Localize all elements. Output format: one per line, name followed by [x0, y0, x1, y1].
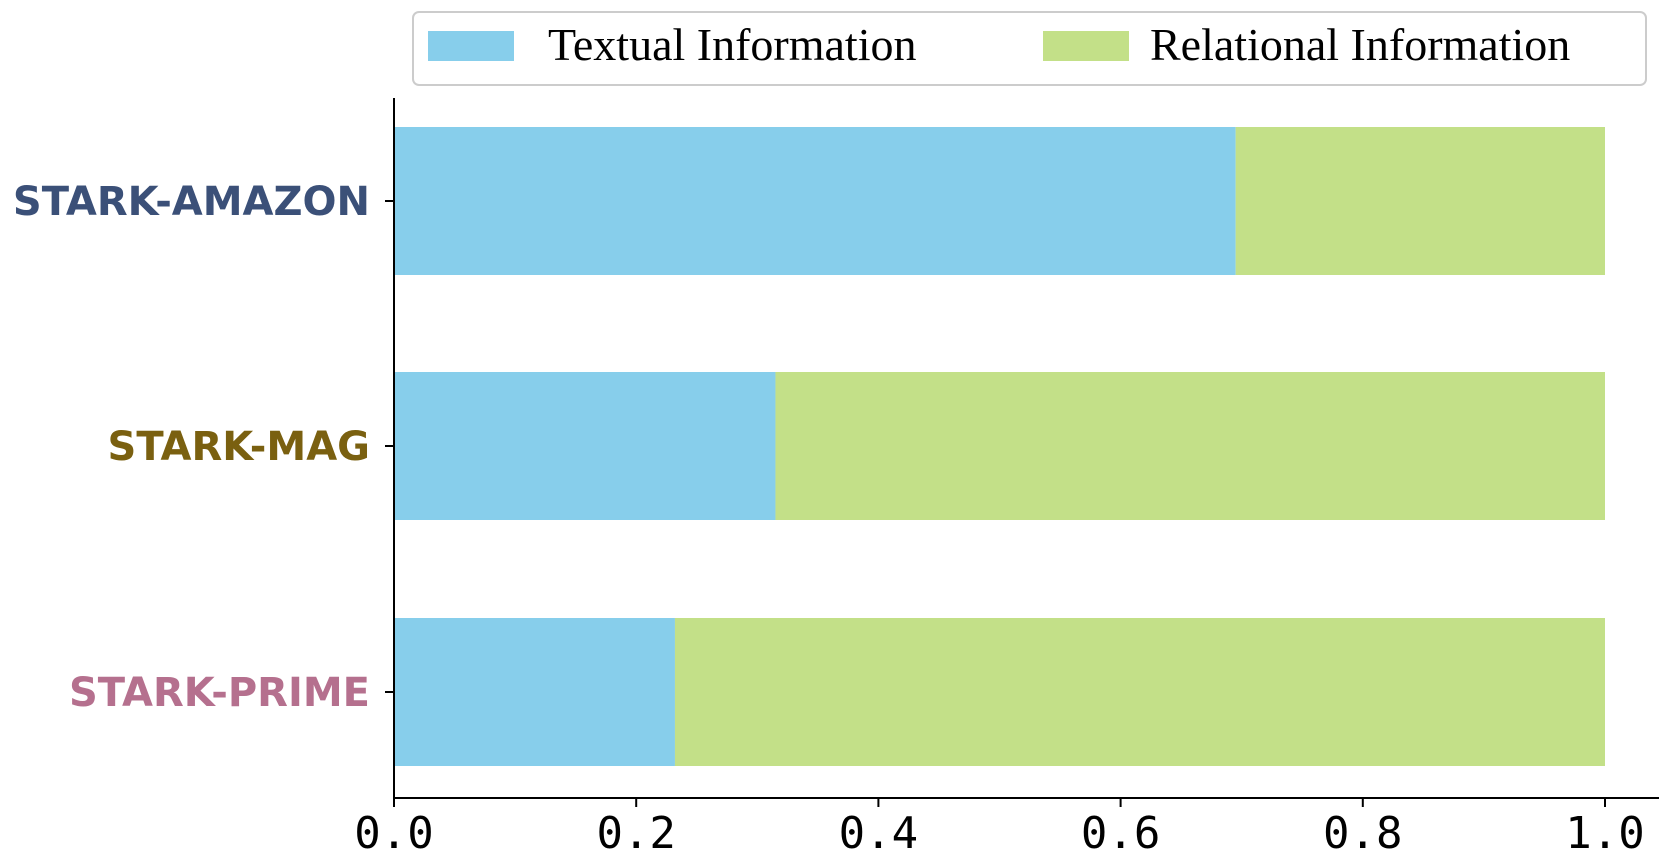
x-tick-label: 0.4: [839, 808, 918, 859]
category-label: STARK-AMAZON: [13, 179, 370, 225]
category-label: STARK-PRIME: [69, 670, 370, 716]
legend-frame: [412, 11, 1647, 86]
x-tick-label: 0.2: [596, 808, 675, 859]
bar-relational-1: [1235, 127, 1605, 275]
x-tick-label: 0.8: [1323, 808, 1402, 859]
bar-textual-1: [394, 127, 1236, 275]
legend: Textual Information Relational Informatio…: [412, 11, 1647, 86]
legend-swatch-relational: [1043, 31, 1129, 61]
legend-label-relational: Relational Information: [1150, 19, 1570, 70]
bars: [394, 127, 1605, 766]
axes: 0.0 0.2 0.4 0.6 0.8 1.0 STARK-AMAZON STARK-MAG S…: [13, 98, 1659, 859]
x-tick-label: 0.0: [354, 808, 433, 859]
legend-label-textual: Textual Information: [548, 19, 917, 70]
legend-swatch-textual: [428, 31, 514, 61]
x-tick-label: 0.6: [1081, 808, 1160, 859]
x-tick-label: 1.0: [1565, 808, 1644, 859]
bar-relational-2: [775, 372, 1605, 520]
category-label: STARK-MAG: [108, 424, 370, 470]
bar-textual-2: [394, 372, 776, 520]
bar-relational-3: [674, 618, 1605, 766]
bar-textual-3: [394, 618, 675, 766]
